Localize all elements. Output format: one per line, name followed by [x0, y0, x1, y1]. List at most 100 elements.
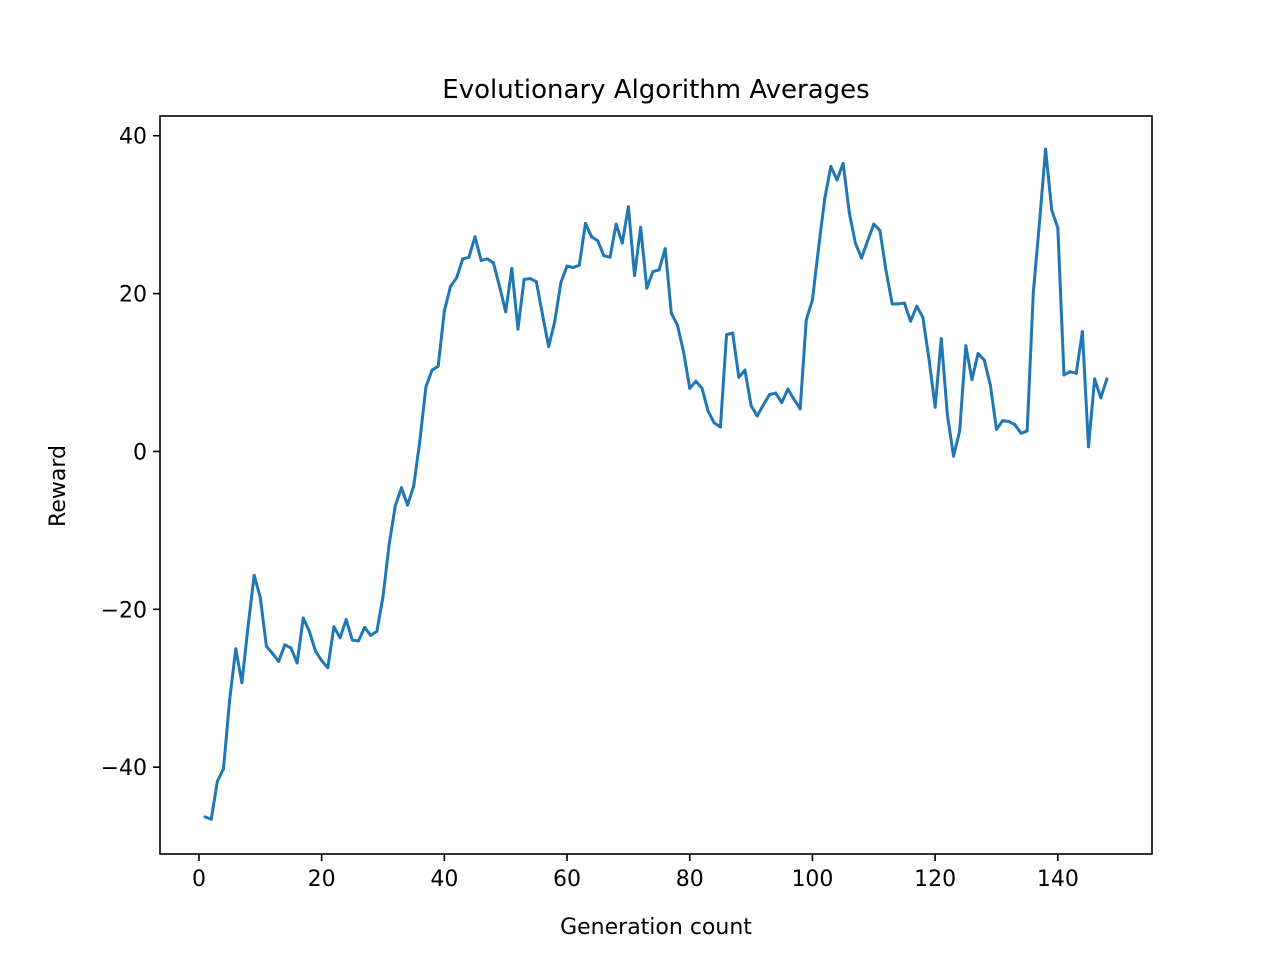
data-point — [528, 277, 532, 281]
data-point — [841, 161, 845, 165]
data-point — [706, 409, 710, 413]
data-point — [559, 281, 563, 285]
data-point — [669, 311, 673, 315]
data-point — [639, 225, 643, 229]
data-point — [307, 629, 311, 633]
data-point — [927, 357, 931, 361]
data-point — [430, 368, 434, 372]
data-point — [240, 681, 244, 685]
data-point — [743, 368, 747, 372]
x-tick-label: 60 — [553, 867, 581, 892]
chart-title: Evolutionary Algorithm Averages — [442, 75, 869, 105]
data-point — [633, 273, 637, 277]
data-point — [614, 222, 618, 226]
axes-frame — [159, 115, 1153, 855]
y-axis-label: Reward — [46, 445, 71, 527]
data-point — [725, 333, 729, 337]
data-point — [399, 486, 403, 490]
data-point — [810, 298, 814, 302]
data-point — [945, 413, 949, 417]
x-tick-label: 20 — [308, 867, 336, 892]
data-point — [823, 197, 827, 201]
data-point — [817, 246, 821, 250]
data-point — [988, 383, 992, 387]
data-point — [577, 263, 581, 267]
data-point — [774, 391, 778, 395]
data-point — [860, 256, 864, 260]
data-point — [798, 407, 802, 411]
data-point — [418, 439, 422, 443]
data-point — [982, 358, 986, 362]
data-point — [902, 301, 906, 305]
data-point — [1044, 147, 1048, 151]
x-tick-label: 80 — [676, 867, 704, 892]
data-point — [921, 315, 925, 319]
data-point — [295, 661, 299, 665]
data-point — [455, 276, 459, 280]
x-tick-label: 120 — [914, 867, 956, 892]
data-point — [442, 309, 446, 313]
data-point — [547, 344, 551, 348]
y-tick-label: 20 — [119, 283, 147, 308]
data-point — [553, 319, 557, 323]
data-point — [590, 235, 594, 239]
data-point — [583, 221, 587, 225]
data-point — [258, 595, 262, 599]
data-point — [952, 454, 956, 458]
data-point — [651, 269, 655, 273]
data-point — [246, 625, 250, 629]
x-axis: 0 20 40 60 80 100 120 140 — [192, 854, 1079, 892]
data-point — [491, 261, 495, 265]
data-point — [829, 165, 833, 169]
data-point — [467, 255, 471, 259]
data-point — [608, 255, 612, 259]
data-point — [718, 425, 722, 429]
x-tick-label: 100 — [791, 867, 833, 892]
data-point — [749, 404, 753, 408]
data-point — [338, 636, 342, 640]
data-point — [847, 210, 851, 214]
data-point — [387, 543, 391, 547]
data-point — [958, 429, 962, 433]
data-point — [1007, 419, 1011, 423]
data-point — [933, 405, 937, 409]
data-point — [1080, 329, 1084, 333]
y-tick-label: 40 — [119, 125, 147, 150]
data-point — [326, 666, 330, 670]
data-point — [694, 379, 698, 383]
data-point — [1062, 373, 1066, 377]
data-point — [682, 350, 686, 354]
data-point — [596, 239, 600, 243]
data-point — [1013, 423, 1017, 427]
data-point — [541, 313, 545, 317]
data-point — [866, 239, 870, 243]
data-point — [970, 378, 974, 382]
series-line-0 — [204, 147, 1109, 821]
data-point — [203, 815, 207, 819]
data-point — [755, 414, 759, 418]
data-point — [1056, 226, 1060, 230]
data-point — [461, 257, 465, 261]
data-point — [234, 647, 238, 651]
data-point — [731, 331, 735, 335]
data-point — [498, 284, 502, 288]
data-point — [277, 659, 281, 663]
data-point — [786, 387, 790, 391]
x-tick-label: 40 — [430, 867, 458, 892]
data-point — [712, 421, 716, 425]
data-point — [436, 364, 440, 368]
data-point — [853, 241, 857, 245]
data-point — [1001, 419, 1005, 423]
data-point — [406, 503, 410, 507]
data-point — [504, 310, 508, 314]
data-point — [1093, 377, 1097, 381]
data-point — [976, 352, 980, 356]
data-point — [1105, 377, 1109, 381]
data-point — [915, 304, 919, 308]
data-point — [369, 633, 373, 637]
data-point — [381, 595, 385, 599]
data-point — [215, 779, 219, 783]
data-point — [964, 344, 968, 348]
data-point — [424, 385, 428, 389]
data-point — [780, 401, 784, 405]
